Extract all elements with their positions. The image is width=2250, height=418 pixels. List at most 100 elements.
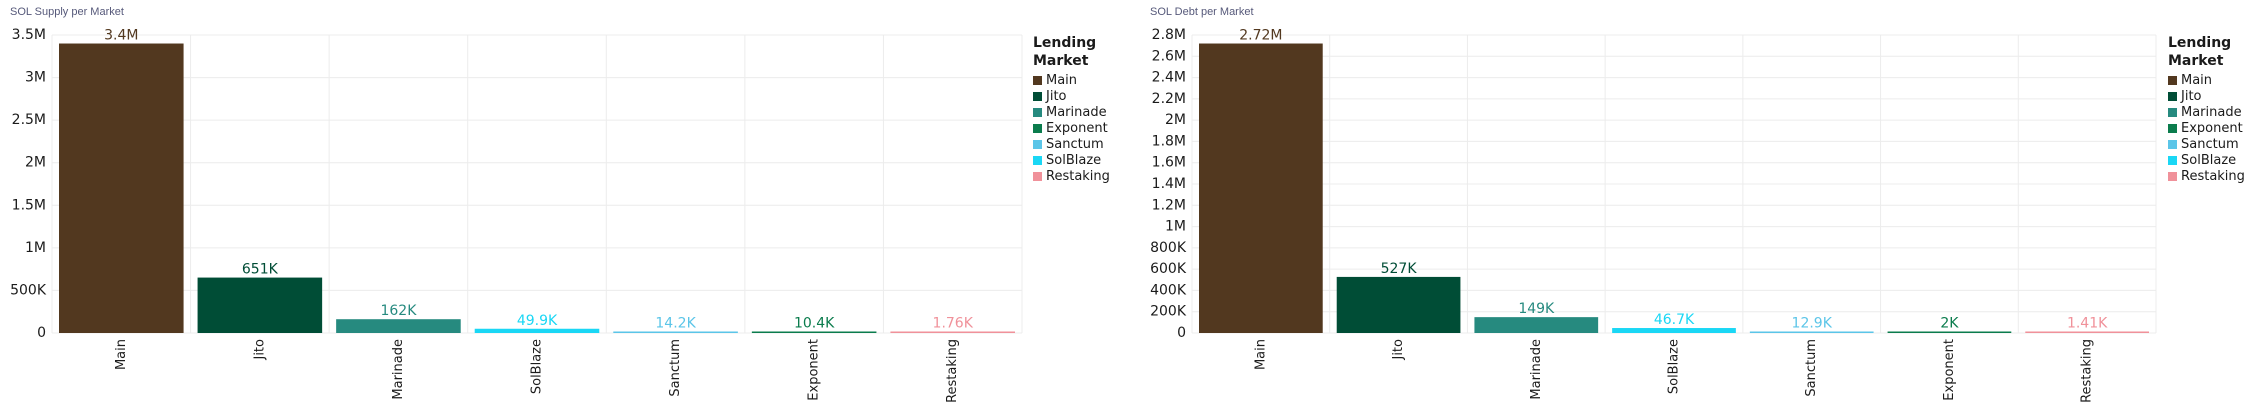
legend-item-solblaze[interactable]: SolBlaze	[1033, 152, 1113, 168]
data-label: 162K	[380, 303, 417, 319]
bar-sanctum[interactable]	[613, 331, 738, 334]
legend-label: Restaking	[1046, 168, 1110, 184]
x-tick-label: Restaking	[945, 339, 960, 403]
x-tick-label: Marinade	[1529, 339, 1544, 400]
y-tick-label: 2.5M	[12, 112, 46, 128]
legend-item-sanctum[interactable]: Sanctum	[1033, 136, 1113, 152]
y-tick-label: 2.6M	[1152, 48, 1186, 64]
supply-chart-panel: SOL Supply per Market 0 500K 1M 1.5M 2M 2.5M 3…	[10, 6, 1113, 403]
legend-label: Marinade	[2181, 104, 2242, 120]
y-tick-label: 1.2M	[1152, 197, 1186, 213]
y-tick-label: 800K	[1150, 240, 1187, 256]
grid	[1191, 34, 2157, 334]
bar-jito[interactable]	[1336, 276, 1461, 333]
x-tick-label: Exponent	[807, 339, 822, 401]
x-tick-label: Sanctum	[668, 339, 683, 397]
legend-label: Main	[1046, 72, 1078, 88]
y-tick-label: 1.5M	[12, 197, 46, 213]
legend-swatch	[2168, 107, 2177, 117]
y-tick-label: 2.2M	[1152, 91, 1186, 107]
debt-chart-panel: SOL Debt per Market 0 200K 400K 600K 800K 1M 1…	[1140, 0, 2250, 418]
legend-label: SolBlaze	[1046, 152, 1102, 168]
legend-swatch	[2168, 91, 2177, 101]
bar-sanctum[interactable]	[1749, 331, 1874, 334]
bar-marinade[interactable]	[336, 319, 461, 333]
legend-item-exponent[interactable]: Exponent	[2168, 120, 2248, 136]
bar-solblaze[interactable]	[1612, 328, 1736, 333]
y-tick-label: 0	[1177, 325, 1186, 341]
data-label: 1.41K	[2067, 316, 2108, 332]
legend-swatch	[1033, 123, 1042, 133]
y-tick-label: 3M	[25, 70, 46, 86]
y-tick-label: 1.8M	[1152, 133, 1186, 149]
x-tick-label: Sanctum	[1804, 339, 1819, 397]
legend-swatch	[2168, 123, 2177, 133]
legend-item-jito[interactable]: Jito	[1033, 88, 1113, 104]
x-tick-label: Jito	[252, 339, 267, 361]
bar-exponent[interactable]	[751, 331, 877, 334]
bar-jito[interactable]	[197, 277, 323, 333]
legend-item-main[interactable]: Main	[1033, 72, 1113, 88]
legend-label: Jito	[1046, 88, 1067, 104]
x-tick-label: Restaking	[2080, 339, 2095, 403]
bar-main[interactable]	[59, 43, 184, 334]
legend-item-exponent[interactable]: Exponent	[1033, 120, 1113, 136]
bar-restaking[interactable]	[2025, 331, 2149, 334]
legend-label: Main	[2181, 72, 2213, 88]
legend-item-restaking[interactable]: Restaking	[2168, 168, 2248, 184]
x-tick-label: Main	[114, 339, 129, 370]
legend-item-sanctum[interactable]: Sanctum	[2168, 136, 2248, 152]
bar-restaking[interactable]	[890, 331, 1015, 334]
legend: Lending Market Main Jito Marinade Exponent S…	[2168, 34, 2248, 184]
bar-exponent[interactable]	[1887, 331, 2012, 334]
bar-main[interactable]	[1199, 43, 1323, 334]
legend-swatch	[1033, 75, 1042, 85]
y-tick-label: 2.8M	[1152, 27, 1186, 43]
bar-marinade[interactable]	[1474, 317, 1599, 333]
legend-swatch	[2168, 155, 2177, 165]
data-label: 3.4M	[104, 28, 138, 44]
chart-title: SOL Debt per Market	[1150, 6, 1254, 18]
legend-label: Jito	[2181, 88, 2202, 104]
data-label: 2.72M	[1239, 28, 1282, 44]
legend-title: Lending Market	[2168, 35, 2232, 69]
legend-item-marinade[interactable]: Marinade	[2168, 104, 2248, 120]
bar-solblaze[interactable]	[474, 328, 600, 333]
legend-label: Sanctum	[2181, 136, 2239, 152]
x-tick-label: Main	[1253, 339, 1268, 370]
legend-label: Exponent	[2181, 120, 2243, 136]
x-tick-label: SolBlaze	[530, 339, 545, 394]
data-label: 49.9K	[517, 313, 558, 329]
y-tick-label: 500K	[10, 282, 47, 298]
y-tick-label: 0	[37, 325, 46, 341]
legend-item-solblaze[interactable]: SolBlaze	[2168, 152, 2248, 168]
chart-title: SOL Supply per Market	[10, 6, 124, 18]
data-label: 10.4K	[794, 316, 835, 332]
x-tick-label: SolBlaze	[1667, 339, 1682, 394]
y-tick-label: 600K	[1150, 261, 1187, 277]
supply-bar-chart: 0 500K 1M 1.5M 2M 2.5M 3M 3.5M 3.4M Main 651K Jito 1…	[10, 27, 1023, 403]
data-label: 149K	[1518, 301, 1555, 317]
legend-label: SolBlaze	[2181, 152, 2237, 168]
legend-label: Restaking	[2181, 168, 2245, 184]
x-tick-label: Exponent	[1942, 339, 1957, 401]
legend-label: Marinade	[1046, 104, 1107, 120]
y-tick-label: 3.5M	[12, 27, 46, 43]
legend-item-jito[interactable]: Jito	[2168, 88, 2248, 104]
legend-item-main[interactable]: Main	[2168, 72, 2248, 88]
grid	[51, 34, 1023, 334]
y-tick-label: 1M	[25, 240, 46, 256]
legend-swatch	[2168, 75, 2177, 85]
data-label: 46.7K	[1654, 312, 1695, 328]
y-tick-label: 2.4M	[1152, 70, 1186, 86]
legend-swatch	[2168, 139, 2177, 149]
legend-swatch	[1033, 91, 1042, 101]
x-tick-label: Jito	[1391, 339, 1406, 361]
legend-item-restaking[interactable]: Restaking	[1033, 168, 1113, 184]
legend-item-marinade[interactable]: Marinade	[1033, 104, 1113, 120]
legend-swatch	[1033, 107, 1042, 117]
legend-swatch	[1033, 171, 1042, 181]
legend-label: Exponent	[1046, 120, 1108, 136]
y-tick-label: 200K	[1150, 304, 1187, 320]
data-label: 2K	[1940, 316, 1959, 332]
